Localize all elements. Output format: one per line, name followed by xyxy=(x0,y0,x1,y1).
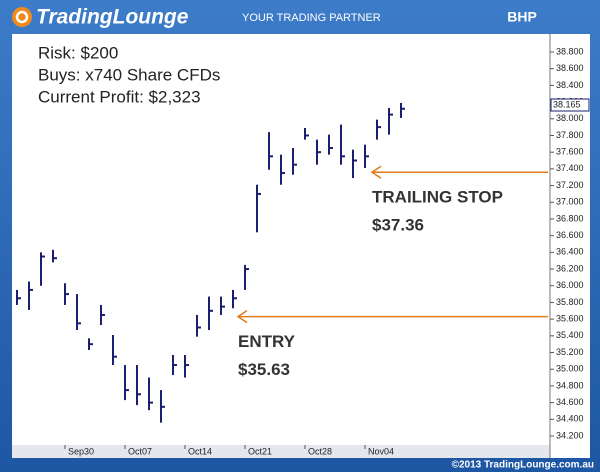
annotation-text: TRAILING STOP xyxy=(372,188,503,207)
tagline: YOUR TRADING PARTNER xyxy=(242,12,381,24)
y-tick-label: 37.000 xyxy=(556,197,584,207)
x-tick-label: Oct07 xyxy=(128,446,152,456)
y-tick-label: 36.000 xyxy=(556,280,584,290)
y-tick-label: 38.000 xyxy=(556,113,584,123)
y-tick-label: 36.200 xyxy=(556,263,584,273)
y-tick-label: 37.600 xyxy=(556,147,584,157)
y-tick-label: 35.600 xyxy=(556,314,584,324)
note: Buys: x740 Share CFDs xyxy=(38,65,220,84)
x-tick-label: Oct28 xyxy=(308,446,332,456)
annotation-arrowhead xyxy=(370,165,382,179)
x-axis-band xyxy=(12,445,550,458)
note: Current Profit: $2,323 xyxy=(38,87,201,106)
plot-area xyxy=(12,34,590,458)
note: Risk: $200 xyxy=(38,43,118,62)
y-tick-label: 37.200 xyxy=(556,180,584,190)
last-price-label: 38.165 xyxy=(553,99,581,109)
y-tick-label: 34.200 xyxy=(556,430,584,440)
y-tick-label: 38.400 xyxy=(556,80,584,90)
y-tick-label: 34.600 xyxy=(556,397,584,407)
annotation-value: $35.63 xyxy=(238,360,290,379)
x-tick-label: Nov04 xyxy=(368,446,394,456)
y-tick-label: 35.800 xyxy=(556,297,584,307)
x-tick-label: Oct14 xyxy=(188,446,212,456)
x-tick-label: Oct21 xyxy=(248,446,272,456)
annotation-arrowhead xyxy=(236,310,248,324)
footer: ©2013 TradingLounge.com.au xyxy=(452,460,594,471)
annotation-value: $37.36 xyxy=(372,216,424,235)
chart-title: BHP xyxy=(507,9,537,25)
y-tick-label: 35.200 xyxy=(556,347,584,357)
y-tick-label: 36.800 xyxy=(556,213,584,223)
y-tick-label: 36.400 xyxy=(556,247,584,257)
y-tick-label: 37.800 xyxy=(556,130,584,140)
logo-icon-ring xyxy=(15,10,29,24)
annotation-text: ENTRY xyxy=(238,332,296,351)
y-tick-label: 36.600 xyxy=(556,230,584,240)
last-price-box xyxy=(550,98,590,112)
y-tick-label: 38.800 xyxy=(556,46,584,56)
y-tick-label: 38.600 xyxy=(556,63,584,73)
y-tick-label: 37.400 xyxy=(556,163,584,173)
y-tick-label: 34.800 xyxy=(556,380,584,390)
y-tick-label: 34.400 xyxy=(556,414,584,424)
logo: TradingLounge xyxy=(36,6,189,29)
y-tick-label: 35.400 xyxy=(556,330,584,340)
x-tick-label: Sep30 xyxy=(68,446,94,456)
logo-icon xyxy=(12,7,32,27)
y-tick-label: 35.000 xyxy=(556,364,584,374)
